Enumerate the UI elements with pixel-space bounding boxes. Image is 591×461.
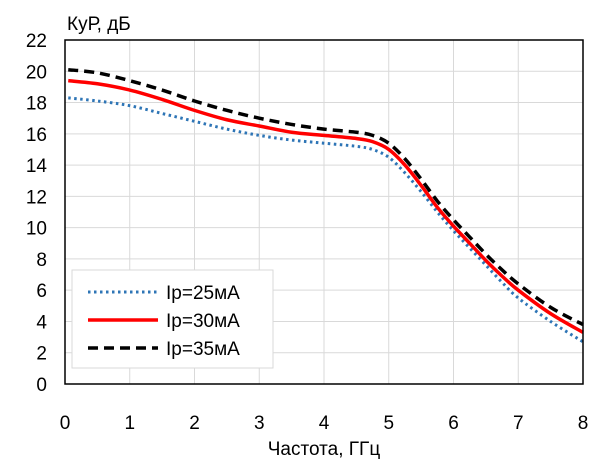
- y-tick-label: 14: [26, 156, 48, 177]
- legend: Ip=25мА Ip=30мА Ip=35мА: [71, 269, 274, 369]
- y-tick-label: 20: [26, 62, 47, 83]
- x-axis-label: Частота, ГГц: [268, 439, 381, 460]
- plot-frame: [64, 39, 584, 385]
- x-tick-label: 2: [189, 413, 200, 434]
- series-lines: [68, 67, 584, 344]
- x-tick-label: 8: [578, 413, 589, 434]
- series-line-2: [68, 78, 584, 334]
- legend-label-2: Ip=30мА: [166, 311, 240, 332]
- y-tick-label: 10: [26, 219, 47, 240]
- series-line-3: [68, 67, 584, 327]
- x-tick-label: 0: [60, 413, 71, 434]
- y-tick-label: 22: [26, 31, 47, 52]
- y-tick-label: 16: [26, 125, 47, 146]
- x-tick-label: 1: [124, 413, 135, 434]
- y-axis-ticks: 0 2 4 6 8 10 12 14 16 18 20 22: [26, 31, 48, 396]
- x-axis-ticks: 0 1 2 3 4 5 6 7 8: [60, 413, 589, 434]
- legend-label-3: Ip=35мА: [166, 339, 240, 360]
- y-tick-label: 4: [36, 312, 47, 333]
- y-tick-label: 6: [36, 281, 47, 302]
- y-axis-label: КуР, дБ: [67, 14, 131, 35]
- y-tick-label: 18: [26, 94, 47, 115]
- y-tick-label: 2: [36, 344, 47, 365]
- x-tick-label: 6: [448, 413, 459, 434]
- x-tick-label: 5: [383, 413, 394, 434]
- y-tick-label: 12: [26, 187, 47, 208]
- y-tick-label: 8: [36, 250, 47, 271]
- y-tick-label: 0: [36, 375, 47, 396]
- legend-label-1: Ip=25мА: [166, 283, 240, 304]
- x-tick-label: 3: [254, 413, 265, 434]
- x-tick-label: 4: [319, 413, 330, 434]
- x-tick-label: 7: [513, 413, 524, 434]
